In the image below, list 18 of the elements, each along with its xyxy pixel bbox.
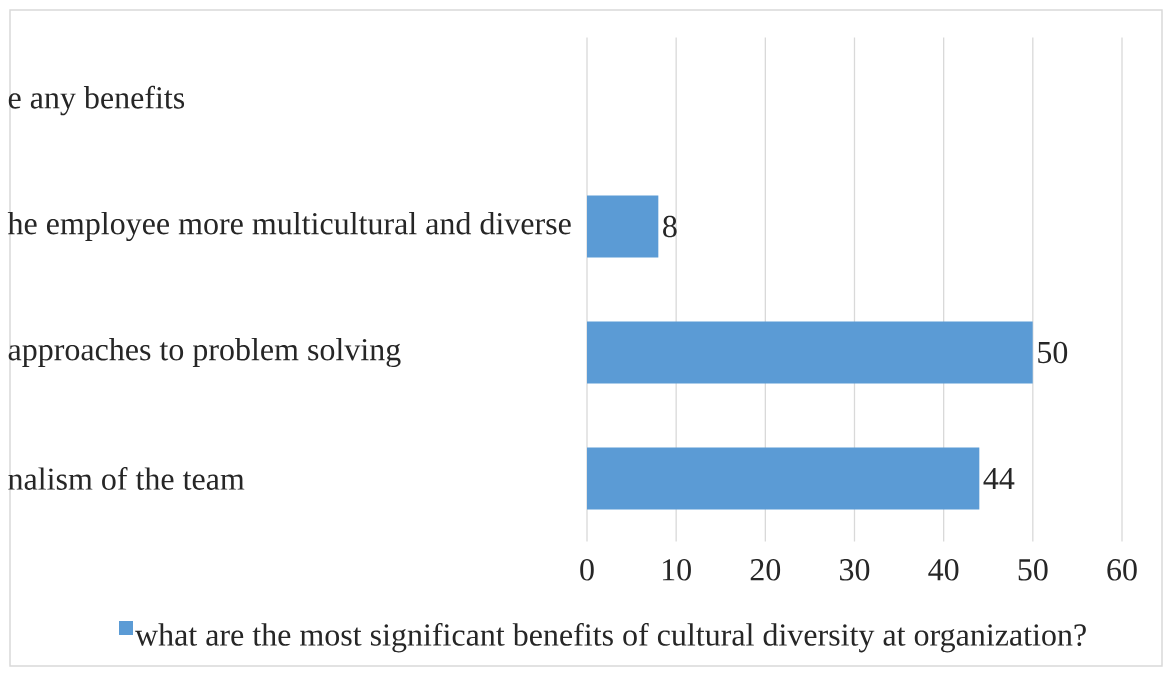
data-label: 8 [663,215,677,238]
x-tick-label: 0 [580,559,594,581]
data-label: 44 [983,467,1015,490]
x-tick-label: 10 [662,559,691,581]
legend-label: what are the most significant benefits of cultural diversity at organization? [135,622,1086,653]
x-tick-label: 60 [1107,559,1137,581]
x-tick-label: 20 [750,559,781,581]
bar [587,195,659,258]
y-tick-label: approaches to problem solving [8,337,401,368]
y-tick-label: he employee more multicultural and diverse [7,211,571,242]
bar [587,447,980,510]
y-tick-label: nalism of the team [8,467,245,490]
y-tick-label: e any benefits [8,85,185,116]
x-tick-label: 50 [1018,559,1048,581]
x-tick-label: 30 [840,559,870,581]
bar [587,321,1033,384]
x-tick-label: 40 [928,559,959,581]
data-label: 50 [1038,341,1068,364]
